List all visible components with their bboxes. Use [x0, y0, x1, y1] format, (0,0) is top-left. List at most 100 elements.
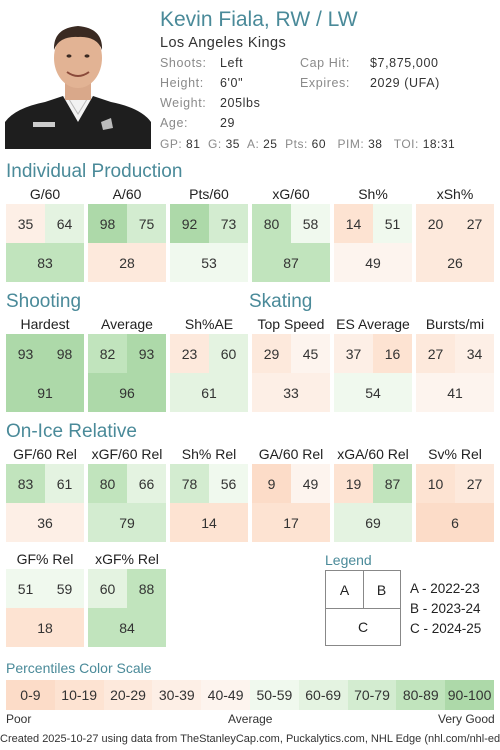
metric-cell-b: 49: [291, 464, 330, 503]
metric-cell-b: 73: [209, 204, 248, 243]
metric-card-gfpct-rel: 51 59 18: [6, 569, 84, 647]
metric-card-xgfpct-rel: 60 88 84: [88, 569, 166, 647]
metric-cell-c: 17: [252, 503, 330, 542]
metric-cell-a: 83: [6, 464, 45, 503]
team-name: Los Angeles Kings: [160, 35, 287, 51]
metric-cell-b: 27: [455, 204, 494, 243]
metric-cell-b: 58: [291, 204, 330, 243]
metric-title-xgfpct-rel: xGF% Rel: [95, 551, 159, 567]
metric-cell-c: 18: [6, 608, 84, 647]
metric-cell-a: 80: [252, 204, 291, 243]
metric-title-shpctae: Sh%AE: [184, 316, 234, 332]
metric-card-es-average: 37 16 54: [334, 334, 412, 412]
stat-toi-label: TOI:: [393, 137, 419, 151]
info-age-label: Age:: [160, 116, 189, 130]
legend-box: A B C: [325, 570, 401, 646]
stat-g-value: 35: [225, 137, 240, 151]
metric-cell-a: 60: [88, 569, 127, 608]
scale-row: 0-9 10-19 20-29 30-39 40-49 50-59 60-69 70-79 80…: [6, 680, 494, 710]
legend-cell-b: B: [363, 571, 400, 609]
stat-gp-label: GP:: [160, 137, 183, 151]
player-name: Kevin Fiala, RW / LW: [160, 8, 358, 31]
metric-cell-a: 14: [334, 204, 373, 243]
stat-a-value: 25: [263, 137, 278, 151]
metric-cell-b: 88: [127, 569, 166, 608]
metric-title-hardest: Hardest: [20, 316, 70, 332]
metric-card-ga-60-rel: 9 49 17: [252, 464, 330, 542]
scale-bin: 30-39: [152, 680, 202, 710]
metric-cell-b: 93: [127, 334, 166, 373]
metric-cell-a: 80: [88, 464, 127, 503]
metric-cell-a: 10: [416, 464, 455, 503]
metric-cell-b: 98: [45, 334, 84, 373]
info-caphit-label: Cap Hit:: [300, 56, 350, 70]
stat-a-label: A:: [246, 137, 260, 151]
scale-bin: 10-19: [54, 680, 104, 710]
metric-card-xga-60-rel: 19 87 69: [334, 464, 412, 542]
stat-pim-label: PIM:: [337, 137, 365, 151]
info-expires-label: Expires:: [300, 76, 350, 90]
scale-bin: 50-59: [249, 680, 299, 710]
metric-cell-a: 93: [6, 334, 45, 373]
info-shoots-value: Left: [220, 56, 244, 70]
info-shoots: Shoots:: [160, 56, 207, 70]
metric-cell-b: 34: [455, 334, 494, 373]
metric-cell-c: 96: [88, 373, 166, 412]
metric-card-gf-60-rel: 83 61 36: [6, 464, 84, 542]
metric-cell-a: 78: [170, 464, 209, 503]
scale-bin: 90-100: [445, 680, 494, 710]
metric-cell-a: 9: [252, 464, 291, 503]
stat-line: GP: 81 G: 35 A: 25 Pts: 60 PIM: 38 TOI: …: [160, 137, 455, 151]
metric-card-shpctae: 23 60 61: [170, 334, 248, 412]
metric-card-g-60: 35 64 83: [6, 204, 84, 282]
metric-title-a-60: A/60: [112, 186, 142, 202]
stat-pim-value: 38: [368, 137, 383, 151]
metric-cell-c: 41: [416, 373, 494, 412]
metric-cell-c: 69: [334, 503, 412, 542]
metric-title-es-average: ES Average: [336, 316, 410, 332]
section-shooting: Shooting: [6, 291, 82, 312]
metric-card-average: 82 93 96: [88, 334, 166, 412]
metric-title-average: Average: [101, 316, 153, 332]
metric-title-bursts-mi: Bursts/mi: [425, 316, 485, 332]
metric-cell-c: 54: [334, 373, 412, 412]
metric-cell-a: 98: [88, 204, 127, 243]
metric-cell-b: 60: [209, 334, 248, 373]
legend-entry-b: B - 2023-24: [410, 601, 481, 616]
metric-card-shpct-rel: 78 56 14: [170, 464, 248, 542]
footer-credit: Created 2025-10-27 using data from TheSt…: [0, 733, 500, 745]
metric-cell-c: 79: [88, 503, 166, 542]
metric-cell-a: 19: [334, 464, 373, 503]
metric-cell-c: 36: [6, 503, 84, 542]
scale-bin: 0-9: [6, 680, 55, 710]
scale-mid-label: Average: [228, 712, 273, 726]
metric-title-ga-60-rel: GA/60 Rel: [258, 446, 324, 462]
legend-entry-a: A - 2022-23: [410, 581, 480, 596]
metric-card-xshpct: 20 27 26: [416, 204, 494, 282]
metric-cell-c: 91: [6, 373, 84, 412]
scale-bin: 20-29: [103, 680, 153, 710]
metric-cell-a: 20: [416, 204, 455, 243]
scale-high-label: Very Good: [438, 712, 495, 726]
legend-cell-c: C: [357, 619, 369, 635]
metric-cell-a: 82: [88, 334, 127, 373]
metric-cell-c: 26: [416, 243, 494, 282]
metric-cell-a: 27: [416, 334, 455, 373]
metric-cell-c: 28: [88, 243, 166, 282]
legend-entry-c: C - 2024-25: [410, 621, 482, 636]
stat-pts-value: 60: [311, 137, 327, 151]
metric-cell-a: 23: [170, 334, 209, 373]
metric-cell-b: 75: [127, 204, 166, 243]
metric-card-a-60: 98 75 28: [88, 204, 166, 282]
metric-card-pts-60: 92 73 53: [170, 204, 248, 282]
scale-bin: 40-49: [201, 680, 250, 710]
info-caphit-value: $7,875,000: [370, 56, 439, 70]
metric-card-shpct: 14 51 49: [334, 204, 412, 282]
metric-cell-a: 92: [170, 204, 209, 243]
legend-cell-a: A: [326, 571, 364, 609]
scale-title: Percentiles Color Scale: [6, 660, 152, 676]
metric-cell-c: 61: [170, 373, 248, 412]
metric-cell-a: 35: [6, 204, 45, 243]
metric-title-top-speed: Top Speed: [257, 316, 325, 332]
info-expires-value: 2029 (UFA): [370, 76, 440, 90]
